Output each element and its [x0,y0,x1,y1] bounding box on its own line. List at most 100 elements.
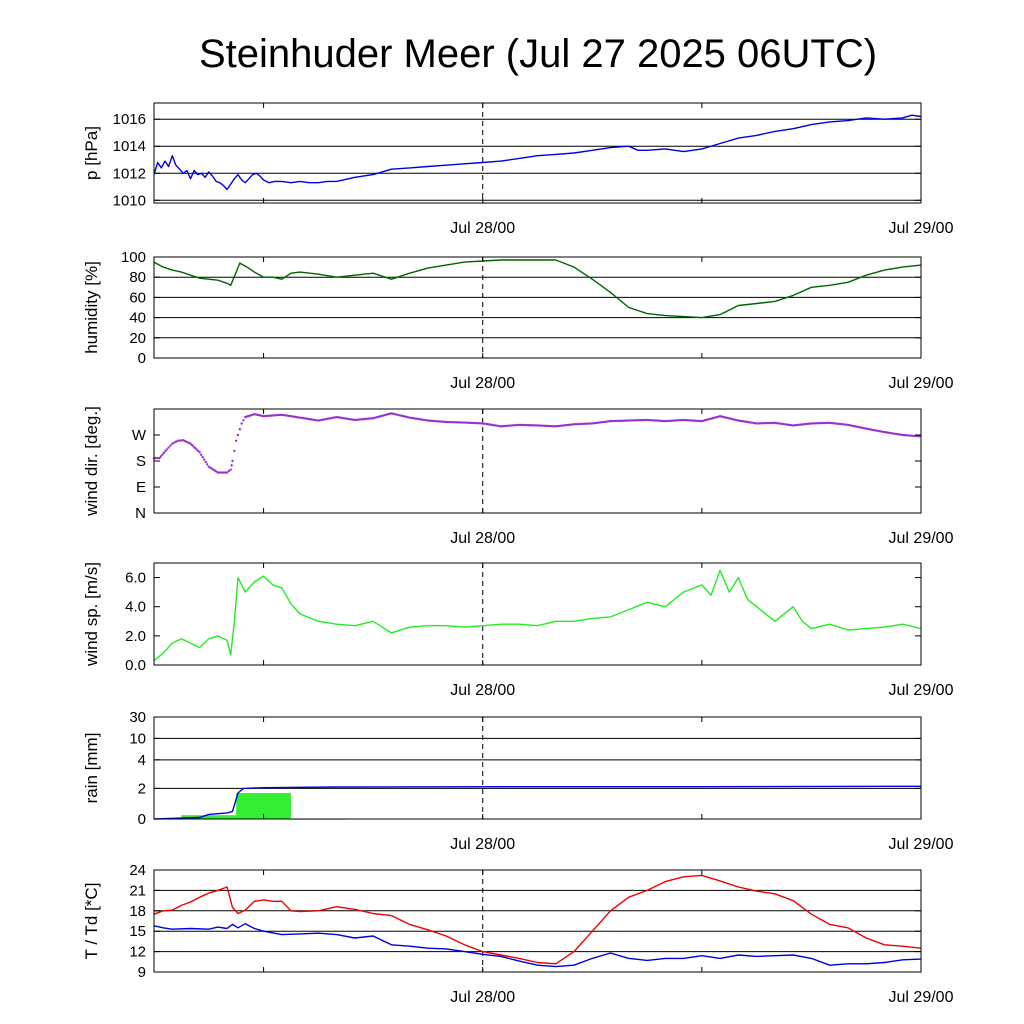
wind-dir-point [174,440,178,443]
x-tick-label: Jul 29/00 [889,836,954,853]
series-line-1 [153,874,922,965]
y-tick-label: 0 [138,811,146,828]
wind-dir-point [234,439,238,442]
wind-dir-point [189,442,192,445]
wind-dir-point [236,433,240,437]
series-line-1 [153,785,922,820]
wind-dir-point [158,456,161,460]
y-axis-label: T / Td [*C] [82,883,101,960]
x-tick-label: Jul 28/00 [450,530,515,547]
series-line-1 [153,569,922,662]
plot-frame [153,102,922,204]
y-tick-label: 21 [129,882,146,899]
wind-dir-point [918,435,921,438]
wind-dir-point [167,446,170,449]
y-tick-label: N [135,505,146,522]
plot-frame [153,869,922,973]
y-tick-label: 2 [138,780,146,797]
y-tick-label: 12 [129,944,146,961]
panel-2: 0 20 40 60 80 100 Jul 28/00 Jul 29/00 humidity [… [82,249,954,392]
wind-dir-point [169,444,172,447]
wind-dir-point [238,428,242,431]
y-tick-label: 1010 [113,192,146,209]
y-tick-label: 1012 [113,165,146,182]
x-tick-label: Jul 28/00 [450,989,515,1006]
y-tick-label: 2.0 [125,628,146,645]
wind-dir-point [162,451,166,455]
y-tick-label: 15 [129,923,146,940]
wind-dir-point [231,459,234,463]
y-tick-label: 80 [129,269,146,286]
y-tick-label: 40 [129,310,146,327]
wind-dir-point [196,449,200,453]
wind-dir-point [180,439,183,442]
panel-1: 1010 1012 1014 1016 Jul 28/00 Jul 29/00 p [hPa… [82,102,954,237]
series-line-2 [153,923,922,968]
x-tick-label: Jul 29/00 [889,375,954,392]
series-line-1 [153,259,922,319]
y-tick-label: 60 [129,289,146,306]
y-tick-label: 4.0 [125,599,146,616]
series-line-1 [153,114,922,191]
x-tick-label: Jul 29/00 [889,220,954,237]
wind-dir-point [164,449,167,453]
wind-dir-point [176,439,179,442]
y-tick-label: 9 [138,964,146,981]
y-tick-label: 1016 [113,111,146,128]
y-axis-label: p [hPa] [82,126,101,180]
panel-5: 0 2 4 10 30 Jul 28/00 Jul 29/00 rain [mm] [82,709,954,853]
wind-dir-point [154,456,158,460]
wind-dir-point [198,451,201,454]
y-tick-label: W [132,427,147,444]
wind-dir-point [161,453,164,456]
x-tick-label: Jul 28/00 [450,220,515,237]
wind-dir-point [199,453,203,456]
wind-dir-point [178,439,181,442]
wind-dir-point [240,422,243,425]
chart-title: Steinhuder Meer (Jul 27 2025 06UTC) [199,32,877,76]
wind-dir-point [172,441,176,444]
wind-dir-point [225,471,229,474]
wind-dir-point [192,445,195,448]
y-tick-label: E [136,479,146,496]
y-tick-label: 20 [129,330,146,347]
wind-dir-point [159,455,163,458]
wind-dir-point [165,448,168,451]
wind-dir-point [227,469,231,473]
wind-dir-point [201,455,204,459]
wind-dir-point [156,456,159,460]
x-tick-label: Jul 29/00 [889,989,954,1006]
y-axis-label: rain [mm] [82,733,101,804]
wind-dir-point [229,468,232,471]
y-tick-label: 1014 [113,138,146,155]
y-tick-label: 24 [129,862,146,879]
x-tick-label: Jul 28/00 [450,836,515,853]
y-axis-label: wind dir. [deg.] [82,406,101,517]
plot-frame [153,562,922,666]
y-tick-label: S [136,453,146,470]
y-tick-label: 18 [129,903,146,920]
wind-dir-point [195,448,198,451]
wind-dir-point [230,464,233,467]
x-tick-label: Jul 28/00 [450,375,515,392]
wind-dir-point [193,446,197,450]
x-tick-label: Jul 28/00 [450,682,515,699]
panel-6: 9 12 15 18 21 24 Jul 28/00 Jul 29/00 T / Td [*C] [82,862,954,1006]
y-tick-label: 0 [138,350,146,367]
x-tick-label: Jul 29/00 [889,530,954,547]
wind-dir-point [204,460,207,464]
y-tick-label: 6.0 [125,570,146,587]
y-tick-label: 0.0 [125,657,146,674]
wind-dir-point [206,463,209,466]
y-tick-label: 30 [129,709,146,726]
wind-dir-point [233,449,236,453]
rain-bar [181,815,237,819]
y-tick-label: 10 [129,730,146,747]
plot-frame [153,256,922,359]
y-axis-label: humidity [%] [82,261,101,354]
y-tick-label: 100 [121,249,146,266]
panel-4: 0.0 2.0 4.0 6.0 Jul 28/00 Jul 29/00 wind sp. [… [82,562,954,699]
wind-dir-point [190,443,194,447]
